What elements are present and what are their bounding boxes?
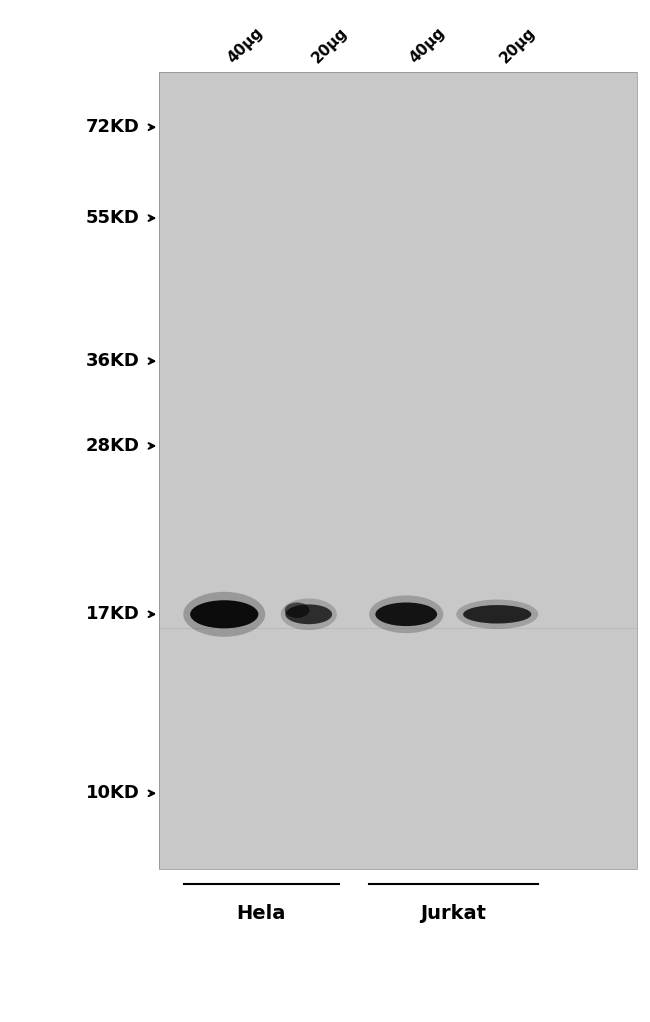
Ellipse shape: [369, 596, 443, 634]
Text: 36KD: 36KD: [86, 353, 140, 370]
Text: 55KD: 55KD: [86, 210, 140, 227]
Text: 17KD: 17KD: [86, 605, 140, 623]
Bar: [159, 72, 637, 869]
Ellipse shape: [190, 600, 259, 629]
Ellipse shape: [285, 603, 309, 618]
Ellipse shape: [183, 592, 265, 637]
Ellipse shape: [463, 605, 532, 623]
Ellipse shape: [281, 599, 337, 631]
Ellipse shape: [456, 600, 538, 629]
Ellipse shape: [285, 604, 332, 624]
Text: Hela: Hela: [237, 904, 286, 924]
Text: 72KD: 72KD: [86, 119, 140, 136]
Text: 40μg: 40μg: [224, 26, 265, 66]
Text: 40μg: 40μg: [406, 26, 447, 66]
Text: 10KD: 10KD: [86, 784, 140, 802]
Text: 28KD: 28KD: [86, 437, 140, 455]
Text: Jurkat: Jurkat: [421, 904, 486, 924]
Bar: [159, 72, 637, 869]
Ellipse shape: [376, 603, 437, 626]
Text: 20μg: 20μg: [309, 26, 350, 66]
Text: 20μg: 20μg: [497, 26, 538, 66]
